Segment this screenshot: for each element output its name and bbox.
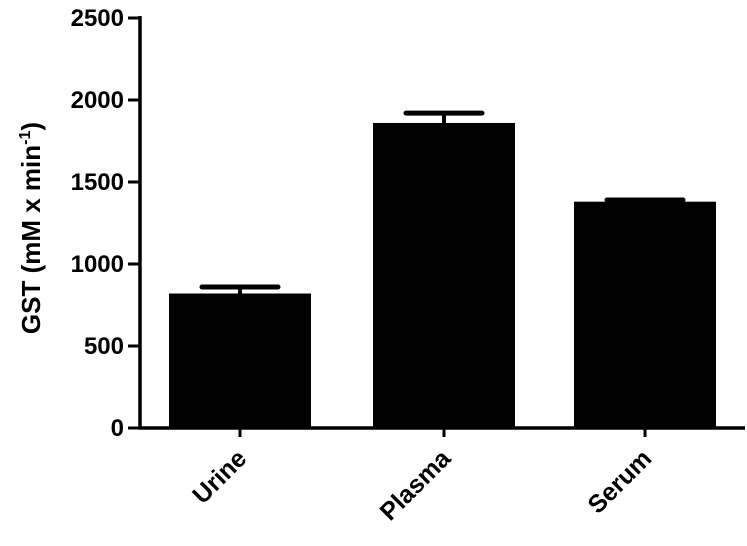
y-tick-label-0: 0 — [111, 415, 124, 442]
bars-group — [169, 123, 716, 428]
bar-plasma — [373, 123, 515, 428]
y-axis-title-main: GST (mM x min — [16, 145, 46, 334]
bar-serum — [574, 202, 716, 428]
x-tick-label-urine: Urine — [187, 444, 252, 509]
bar-urine — [169, 294, 311, 428]
y-axis-title-close: ) — [16, 122, 46, 131]
y-axis-title-superscript: -1 — [17, 131, 34, 145]
y-tick-label-2500: 2500 — [71, 5, 124, 32]
y-tick-label-1000: 1000 — [71, 251, 124, 278]
y-ticks-group: 0 500 1000 1500 2000 2500 — [71, 5, 140, 442]
y-axis-title: GST (mM x min-1) — [16, 122, 46, 334]
x-labels-group: Urine Plasma Serum — [187, 444, 657, 526]
y-tick-label-2000: 2000 — [71, 87, 124, 114]
svg-text:GST (mM x min-1): GST (mM x min-1) — [16, 122, 46, 334]
x-tick-label-serum: Serum — [582, 444, 657, 519]
x-tick-label-plasma: Plasma — [375, 444, 457, 526]
y-tick-label-1500: 1500 — [71, 169, 124, 196]
y-tick-label-500: 500 — [84, 333, 124, 360]
